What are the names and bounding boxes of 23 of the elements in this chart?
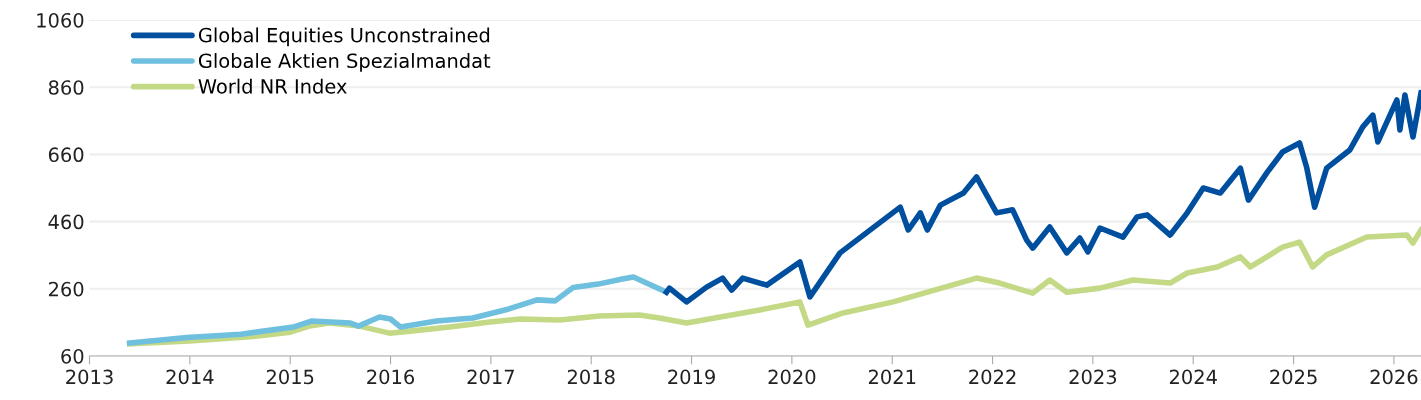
y-tick-label: 460 bbox=[48, 214, 84, 230]
x-tick-label: 2024 bbox=[1169, 369, 1217, 385]
x-tick-label: 2014 bbox=[166, 369, 214, 385]
x-tick-label: 2026 bbox=[1370, 369, 1418, 385]
x-tick-label: 2016 bbox=[367, 369, 415, 385]
y-tick-label: 660 bbox=[48, 147, 84, 163]
legend-label: Globale Aktien Spezialmandat bbox=[198, 53, 491, 72]
x-tick-label: 2020 bbox=[768, 369, 816, 385]
legend-label: World NR Index bbox=[198, 78, 347, 94]
x-tick-label: 2022 bbox=[969, 369, 1016, 385]
y-tick-label: 860 bbox=[48, 80, 84, 95]
x-tick-label: 2017 bbox=[467, 369, 514, 385]
x-tick-label: 2015 bbox=[266, 369, 314, 385]
x-tick-label: 2019 bbox=[668, 369, 715, 385]
x-tick-label: 2021 bbox=[868, 369, 916, 385]
x-tick-label: 2023 bbox=[1069, 369, 1117, 385]
y-tick-label: 260 bbox=[48, 281, 84, 297]
y-tick-label: 60 bbox=[61, 348, 84, 364]
legend-label: Global Equities Unconstrained bbox=[198, 27, 490, 47]
x-tick-label: 2013 bbox=[66, 369, 113, 385]
x-tick-label: 2025 bbox=[1270, 369, 1317, 385]
y-tick-label: 1060 bbox=[37, 12, 84, 28]
x-tick-label: 2018 bbox=[567, 369, 615, 385]
